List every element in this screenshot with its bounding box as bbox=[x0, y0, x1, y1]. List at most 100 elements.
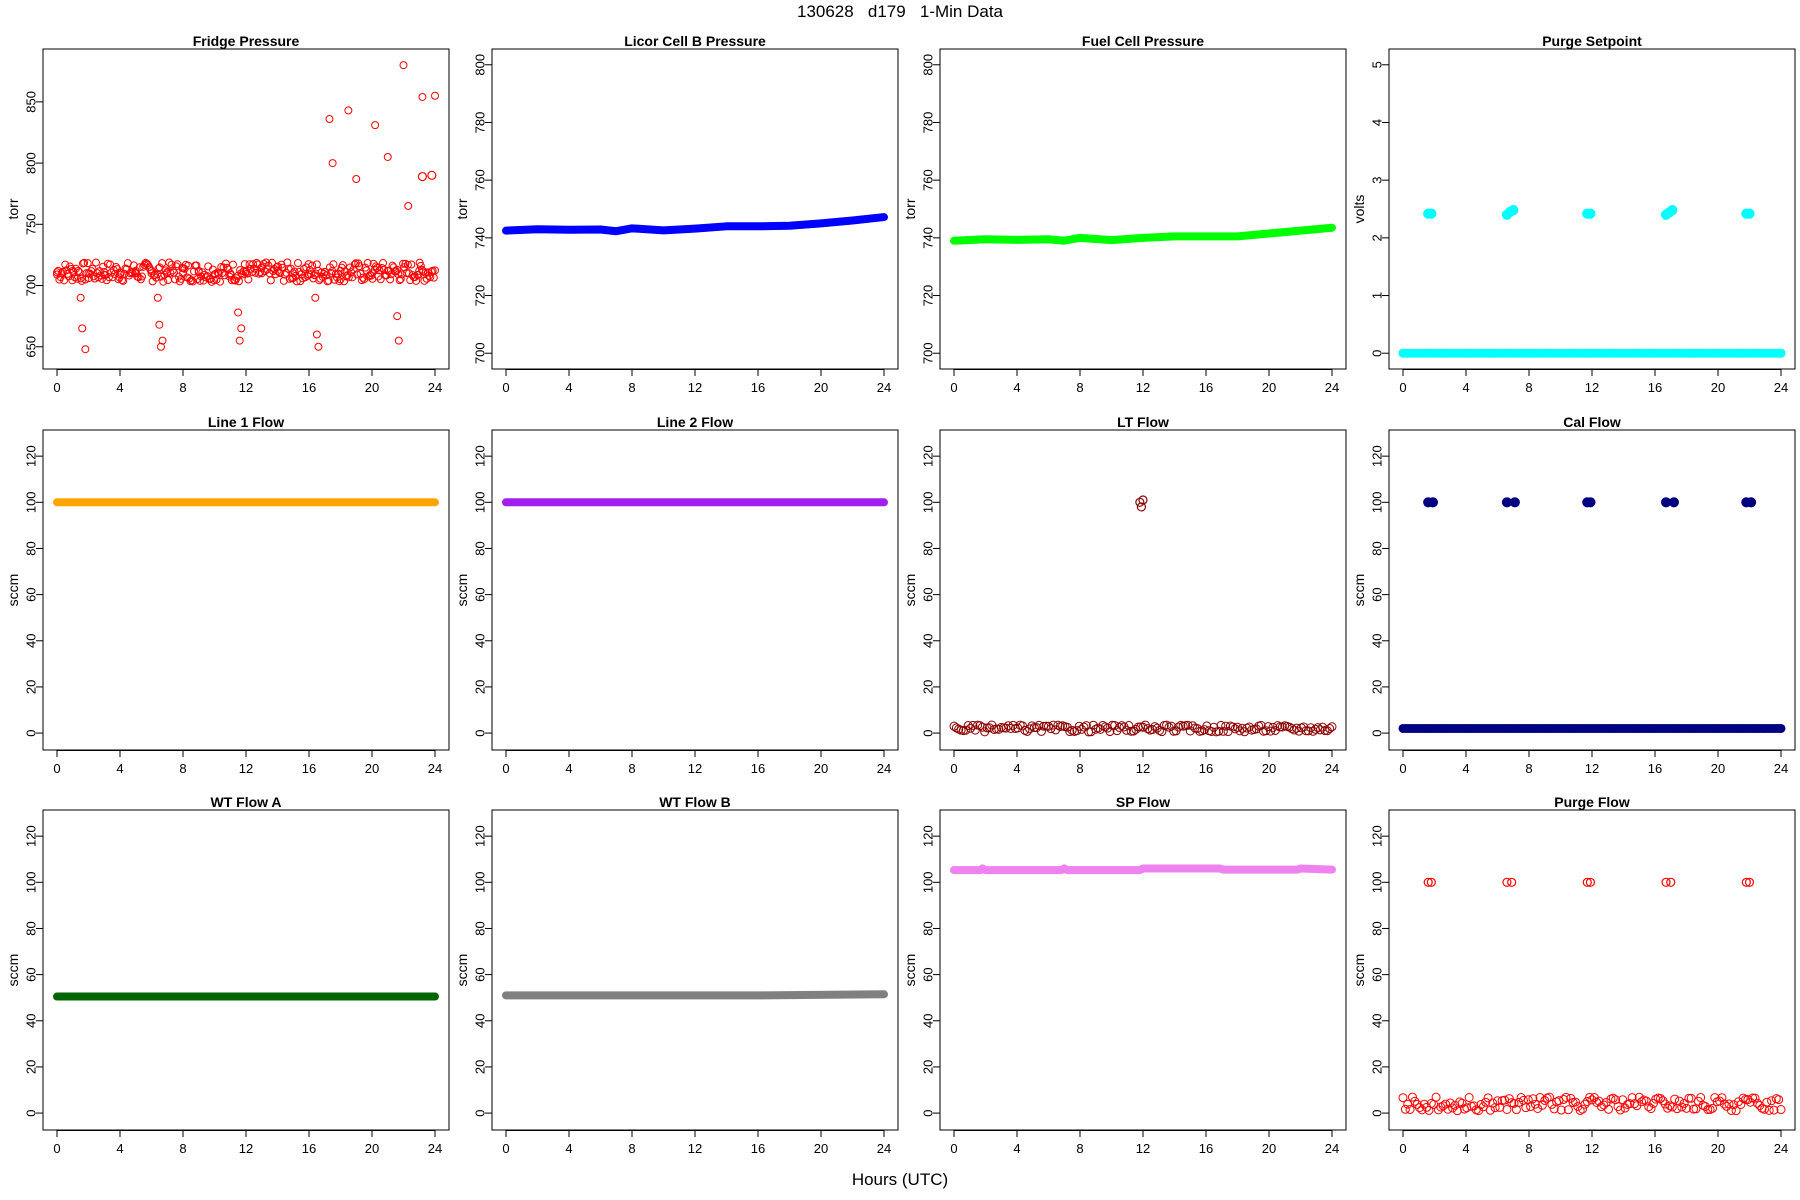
fridge-pressure-point bbox=[373, 263, 382, 272]
fridge-pressure-point bbox=[80, 258, 89, 267]
fridge-pressure-point bbox=[295, 267, 304, 276]
fridge-pressure-point bbox=[68, 266, 77, 275]
fridge-pressure-point bbox=[391, 266, 400, 275]
purge-flow-point bbox=[1729, 1100, 1739, 1110]
fridge-pressure-point bbox=[415, 266, 424, 275]
wt-flow-a-ytick-label: 80 bbox=[24, 921, 39, 935]
purge-flow-point bbox=[1547, 1099, 1557, 1109]
fridge-pressure-point bbox=[237, 269, 246, 278]
fridge-pressure-point bbox=[53, 270, 61, 279]
fridge-pressure-xtick-label: 24 bbox=[428, 380, 442, 395]
wt-flow-a-xtick-label: 4 bbox=[116, 1141, 123, 1156]
purge-flow-point bbox=[1752, 1098, 1762, 1108]
purge-flow-point bbox=[1744, 877, 1755, 887]
lt-flow-xtick-label: 16 bbox=[1199, 761, 1213, 776]
licor-cell-b-pressure-xtick-label: 20 bbox=[814, 380, 828, 395]
line-1-flow-ytick-label: 80 bbox=[24, 541, 39, 555]
purge-flow-ytick-label: 60 bbox=[1370, 967, 1385, 981]
purge-flow-point bbox=[1634, 1092, 1644, 1102]
wt-flow-b-xtick-label: 0 bbox=[502, 1141, 509, 1156]
sp-flow-xtick-label: 8 bbox=[1076, 1141, 1083, 1156]
lt-flow-point bbox=[963, 721, 973, 731]
wt-flow-a-xtick-label: 8 bbox=[179, 1141, 186, 1156]
wt-flow-b-ytick-label: 100 bbox=[473, 871, 488, 893]
lt-flow-point bbox=[949, 721, 959, 731]
purge-flow-point bbox=[1450, 1100, 1460, 1110]
licor-cell-b-pressure-xtick-label: 0 bbox=[502, 380, 509, 395]
cal-flow-ytick-label: 60 bbox=[1370, 587, 1385, 601]
purge-flow-point bbox=[1559, 1094, 1569, 1104]
purge-flow-point bbox=[1448, 1103, 1458, 1113]
purge-flow-point bbox=[1630, 1099, 1640, 1109]
sp-flow-ytick-label: 0 bbox=[921, 1109, 936, 1116]
fuel-cell-pressure-xtick-label: 0 bbox=[950, 380, 957, 395]
line-2-flow-ytick-label: 40 bbox=[473, 634, 488, 648]
lt-flow-point bbox=[1124, 721, 1134, 731]
fridge-pressure-point bbox=[249, 260, 258, 269]
wt-flow-b-ytick-label: 40 bbox=[473, 1014, 488, 1028]
purge-flow-point bbox=[1464, 1093, 1474, 1103]
wt-flow-a-title: WT Flow A bbox=[210, 794, 281, 810]
cal-flow-xtick-label: 16 bbox=[1648, 761, 1662, 776]
wt-flow-a-ytick-label: 20 bbox=[24, 1060, 39, 1074]
wt-flow-b-ytick-label: 20 bbox=[473, 1060, 488, 1074]
line-1-flow-ylabel: sccm bbox=[5, 574, 21, 607]
purge-flow-point bbox=[1582, 877, 1592, 887]
wt-flow-a-frame bbox=[42, 809, 450, 1131]
fridge-pressure-point bbox=[335, 277, 344, 286]
purge-flow-point bbox=[1627, 1093, 1637, 1103]
purge-flow-ytick-label: 120 bbox=[1370, 825, 1385, 847]
purge-flow-point bbox=[1455, 1097, 1465, 1107]
fuel-cell-pressure-xtick-label: 8 bbox=[1076, 380, 1083, 395]
licor-cell-b-pressure-data bbox=[502, 213, 888, 236]
purge-flow-point bbox=[1483, 1093, 1493, 1103]
fridge-pressure-point bbox=[350, 260, 359, 269]
fridge-pressure-ytick-label: 750 bbox=[24, 213, 39, 235]
purge-flow-point bbox=[1415, 1103, 1425, 1113]
fridge-pressure-point bbox=[305, 266, 314, 275]
licor-cell-b-pressure-series-line bbox=[502, 213, 888, 236]
purge-flow-point bbox=[1674, 1096, 1684, 1106]
fridge-pressure-point bbox=[336, 266, 345, 275]
purge-flow-point bbox=[1507, 877, 1517, 887]
lt-flow-point bbox=[1166, 721, 1176, 731]
purge-flow-point bbox=[1580, 1099, 1590, 1109]
fridge-pressure-point bbox=[344, 106, 353, 115]
lt-flow-point bbox=[1244, 722, 1254, 732]
fridge-pressure-point bbox=[81, 345, 90, 354]
fridge-pressure-point bbox=[234, 277, 243, 286]
lt-flow-point bbox=[1072, 726, 1082, 736]
licor-cell-b-pressure-ytick-label: 700 bbox=[473, 342, 488, 364]
purge-flow-point bbox=[1530, 1099, 1540, 1109]
wt-flow-b-ytick-label: 120 bbox=[473, 825, 488, 847]
purge-flow-point bbox=[1776, 1105, 1786, 1115]
purge-flow-point bbox=[1648, 1098, 1658, 1108]
cal-flow-point bbox=[1427, 497, 1439, 508]
fridge-pressure-point bbox=[112, 262, 121, 271]
fridge-pressure-point bbox=[88, 264, 97, 273]
line-1-flow-ytick-label: 100 bbox=[24, 491, 39, 513]
fridge-pressure-point bbox=[218, 269, 227, 278]
purge-flow-xtick-label: 4 bbox=[1462, 1141, 1469, 1156]
fuel-cell-pressure-ytick-label: 720 bbox=[921, 285, 936, 307]
purge-flow-point bbox=[1431, 1092, 1441, 1102]
line-2-flow-ylabel: sccm bbox=[454, 574, 470, 607]
cal-flow-ytick-label: 20 bbox=[1370, 680, 1385, 694]
fridge-pressure-ylabel: torr bbox=[5, 198, 21, 219]
licor-cell-b-pressure-title: Licor Cell B Pressure bbox=[624, 33, 766, 49]
purge-flow-data bbox=[1398, 877, 1786, 1116]
fridge-pressure-point bbox=[386, 275, 395, 284]
fridge-pressure-point bbox=[396, 275, 405, 284]
lt-flow-point bbox=[1138, 495, 1148, 505]
fridge-pressure-point bbox=[403, 260, 412, 269]
licor-cell-b-pressure-ylabel: torr bbox=[454, 198, 470, 219]
purge-setpoint-ytick-label: 2 bbox=[1370, 234, 1385, 241]
lt-flow-ylabel: sccm bbox=[902, 574, 918, 607]
lt-flow-point bbox=[1110, 720, 1120, 730]
line-1-flow-ytick-label: 40 bbox=[24, 634, 39, 648]
purge-flow-point bbox=[1672, 1104, 1682, 1114]
fridge-pressure-point bbox=[311, 293, 320, 302]
purge-flow-point bbox=[1575, 1105, 1585, 1115]
fridge-pressure-point bbox=[146, 265, 155, 274]
lt-flow-point bbox=[1228, 722, 1238, 732]
